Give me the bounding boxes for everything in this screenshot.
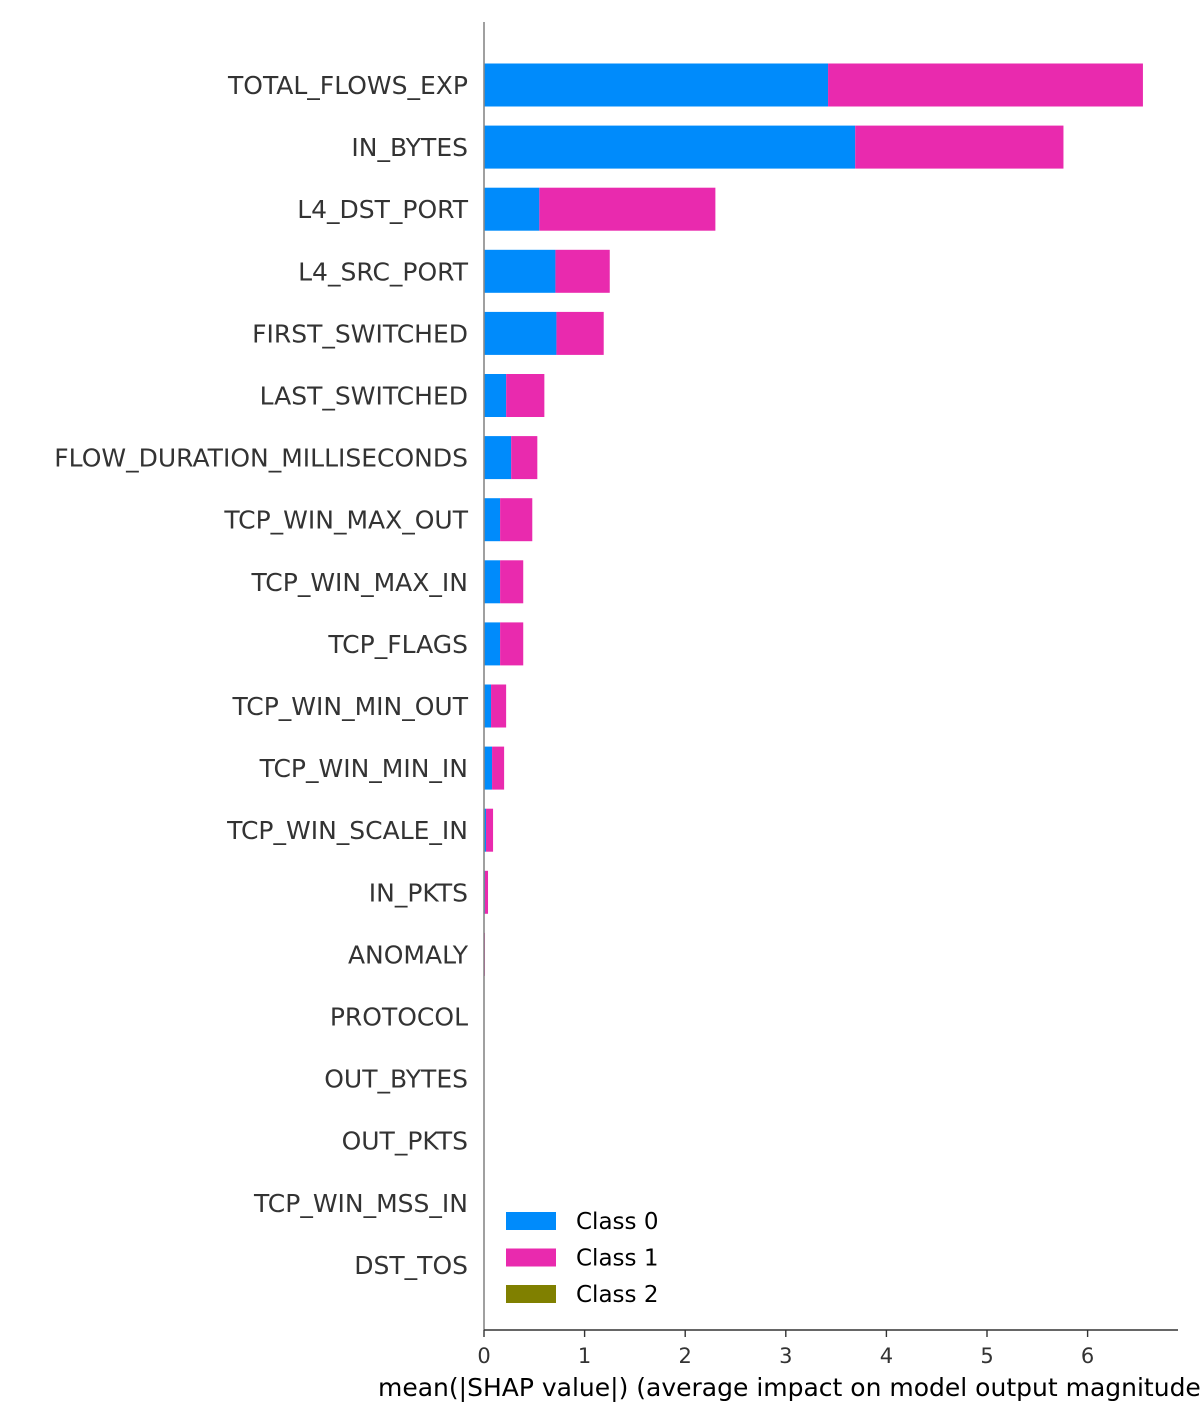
bar-in-pkts-class-1 xyxy=(485,870,489,914)
category-label: L4_DST_PORT xyxy=(297,195,469,224)
x-tick-label: 6 xyxy=(1081,1344,1094,1368)
category-label: PROTOCOL xyxy=(330,1003,468,1032)
bar-l4-dst-port-class-1 xyxy=(539,187,716,231)
category-label: TOTAL_FLOWS_EXP xyxy=(227,71,468,100)
category-label: DST_TOS xyxy=(354,1251,468,1280)
bar-tcp-flags-class-1 xyxy=(500,622,524,666)
bar-tcp-win-min-in-class-1 xyxy=(492,746,505,790)
bar-tcp-win-scale-in-class-0 xyxy=(484,808,487,852)
bar-tcp-win-max-out-class-0 xyxy=(484,498,501,542)
legend: Class 0 Class 1 Class 2 xyxy=(506,1209,658,1308)
x-tick-label: 2 xyxy=(679,1344,692,1368)
legend-label: Class 0 xyxy=(576,1209,658,1235)
bar-tcp-win-max-in-class-0 xyxy=(484,560,501,604)
legend-label: Class 1 xyxy=(576,1246,658,1272)
bar-in-bytes-class-0 xyxy=(484,125,856,169)
category-label: OUT_BYTES xyxy=(324,1065,468,1094)
category-label: FLOW_DURATION_MILLISECONDS xyxy=(54,444,468,473)
bar-tcp-win-min-out-class-1 xyxy=(491,684,507,728)
x-axis-label: mean(|SHAP value|) (average impact on mo… xyxy=(378,1373,1200,1402)
legend-swatch-class-2 xyxy=(506,1285,556,1303)
bar-tcp-win-max-in-class-1 xyxy=(500,560,524,604)
x-ticks: 0 1 2 3 4 5 6 xyxy=(477,1330,1094,1368)
bar-last-switched-class-1 xyxy=(506,374,545,417)
bars-layer xyxy=(484,63,1143,976)
category-label: OUT_PKTS xyxy=(342,1127,468,1156)
bar-flow-duration-milliseconds-class-1 xyxy=(511,436,538,480)
bar-last-switched-class-0 xyxy=(484,374,507,417)
bar-tcp-win-max-out-class-1 xyxy=(500,498,533,542)
category-label: LAST_SWITCHED xyxy=(260,382,468,411)
legend-swatch-class-0 xyxy=(506,1212,556,1230)
x-tick-label: 1 xyxy=(578,1344,591,1368)
category-labels: TOTAL_FLOWS_EXP IN_BYTES L4_DST_PORT L4_SRC… xyxy=(54,71,468,1280)
bar-tcp-flags-class-0 xyxy=(484,622,501,666)
bar-first-switched-class-1 xyxy=(556,311,604,355)
bar-l4-src-port-class-1 xyxy=(555,249,610,293)
category-label: IN_BYTES xyxy=(351,133,468,162)
bar-tcp-win-scale-in-class-1 xyxy=(486,808,494,852)
x-tick-label: 5 xyxy=(980,1344,993,1368)
category-label: TCP_WIN_MIN_IN xyxy=(259,754,468,783)
bar-total-flows-exp-class-0 xyxy=(484,63,829,107)
bar-flow-duration-milliseconds-class-0 xyxy=(484,436,512,480)
category-label: TCP_WIN_MAX_OUT xyxy=(223,506,468,535)
bar-in-bytes-class-1 xyxy=(855,125,1064,169)
bar-tcp-win-min-in-class-0 xyxy=(484,746,493,790)
category-label: TCP_FLAGS xyxy=(327,630,468,659)
x-tick-label: 0 xyxy=(477,1344,490,1368)
category-label: TCP_WIN_MAX_IN xyxy=(250,568,468,597)
legend-swatch-class-1 xyxy=(506,1248,556,1267)
category-label: TCP_WIN_MIN_OUT xyxy=(231,692,468,721)
category-label: IN_PKTS xyxy=(369,878,468,907)
bar-l4-dst-port-class-0 xyxy=(484,187,540,231)
legend-label: Class 2 xyxy=(576,1282,658,1308)
bar-l4-src-port-class-0 xyxy=(484,249,556,293)
category-label: FIRST_SWITCHED xyxy=(252,319,468,348)
x-tick-label: 4 xyxy=(880,1344,893,1368)
x-tick-label: 3 xyxy=(779,1344,792,1368)
bar-tcp-win-min-out-class-0 xyxy=(484,684,492,728)
category-label: ANOMALY xyxy=(348,940,469,969)
category-label: L4_SRC_PORT xyxy=(298,257,469,286)
bar-total-flows-exp-class-1 xyxy=(828,63,1143,107)
category-label: TCP_WIN_SCALE_IN xyxy=(226,816,468,845)
category-label: TCP_WIN_MSS_IN xyxy=(253,1189,468,1218)
bar-first-switched-class-0 xyxy=(484,311,557,355)
